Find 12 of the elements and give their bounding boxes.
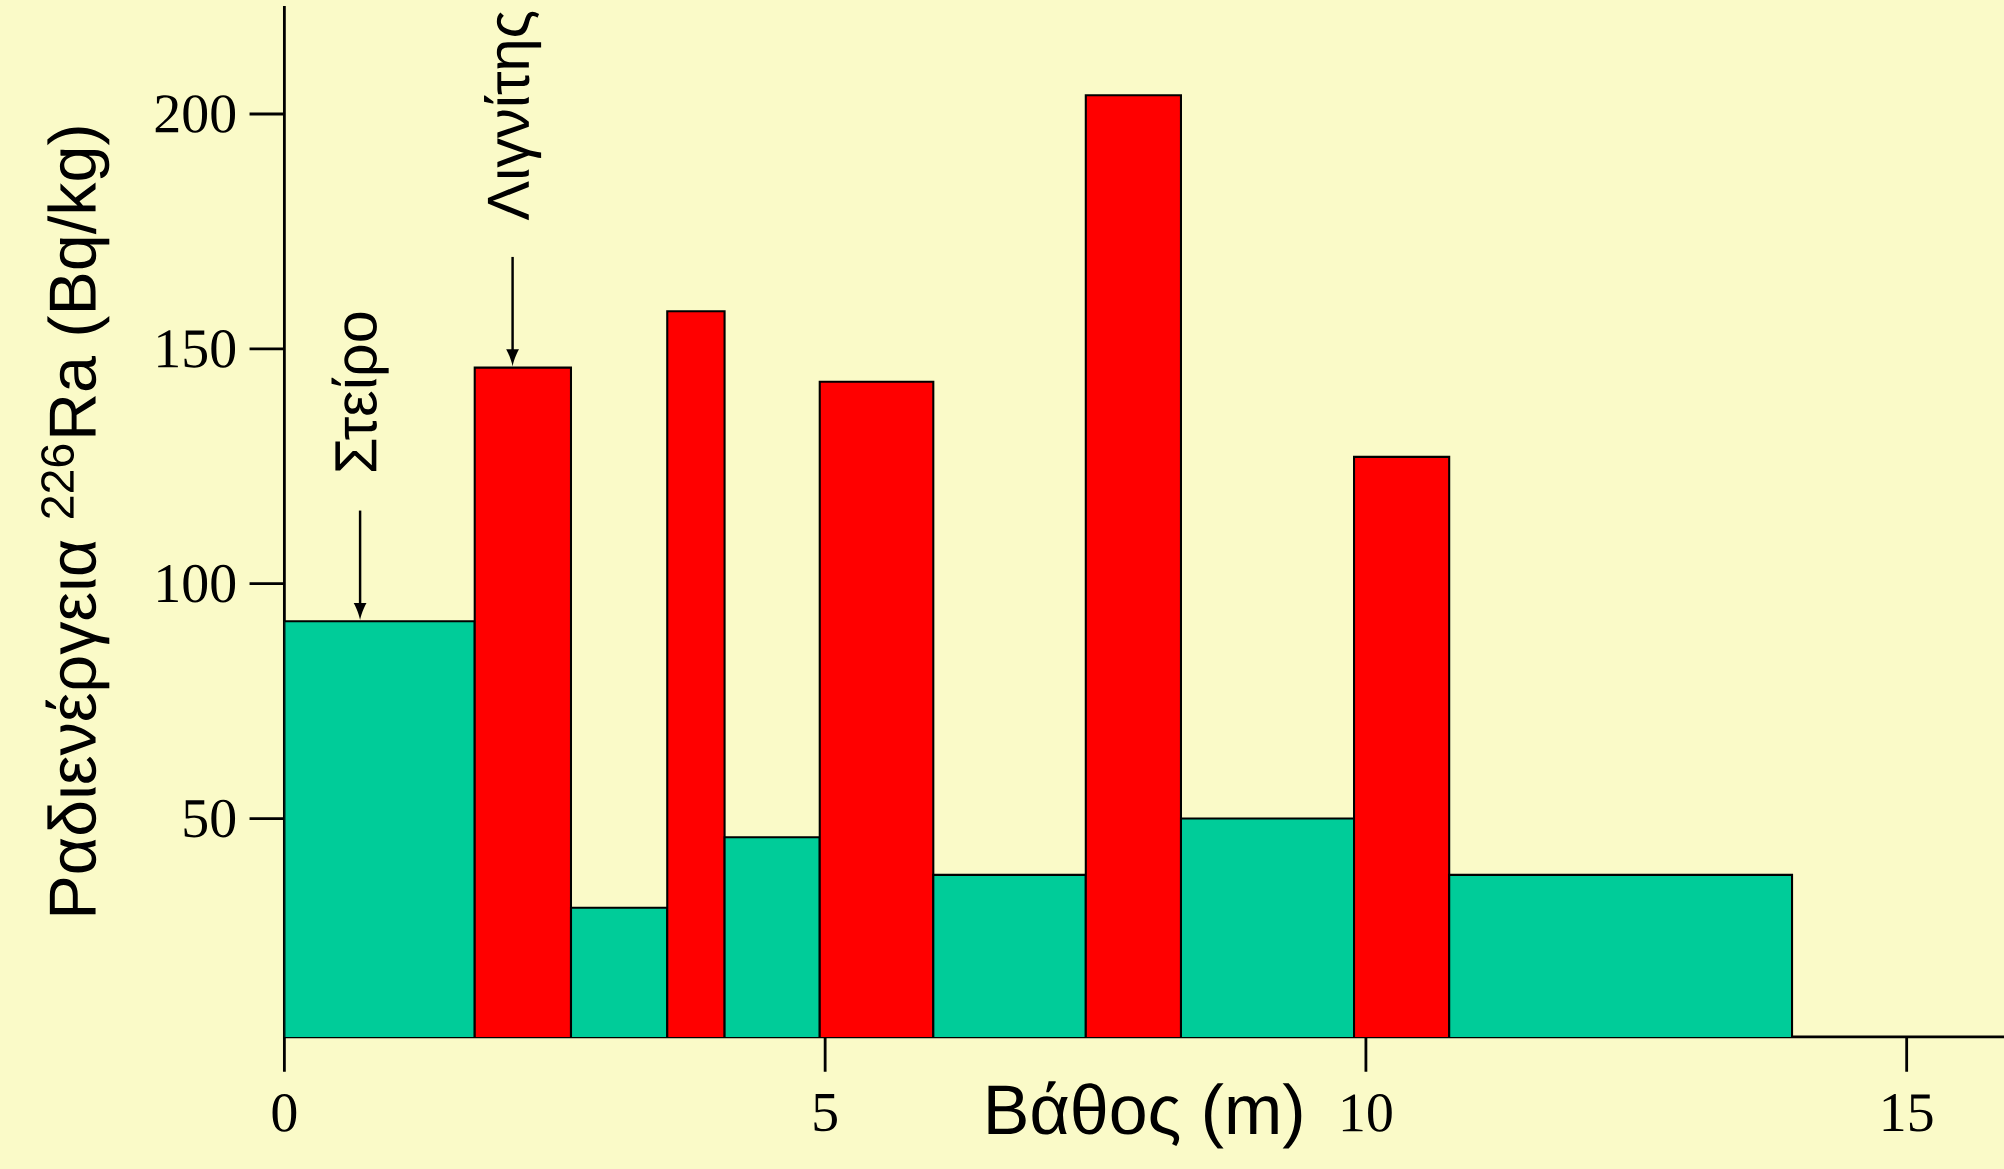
x-tick-label: 10	[1342, 1093, 1392, 1132]
x-tick-label: 5	[814, 1093, 837, 1132]
y-tick-label: 50	[184, 799, 236, 838]
x-tick-label: 15	[1883, 1093, 1933, 1132]
y-tick-label: 100	[158, 564, 236, 603]
x-axis-title: Βάθος (m)	[988, 1081, 1302, 1149]
y-tick-label: 200	[155, 94, 236, 133]
annotation: Στείρο	[331, 312, 389, 471]
y-tick-label: 150	[158, 329, 236, 368]
x-tick-label: 0	[272, 1093, 297, 1132]
y-axis-title: Ραδιενέργεια $^{226}$Ra (Bq/kg)	[41, 127, 110, 914]
annotation: Λιγνίτης	[484, 11, 542, 221]
